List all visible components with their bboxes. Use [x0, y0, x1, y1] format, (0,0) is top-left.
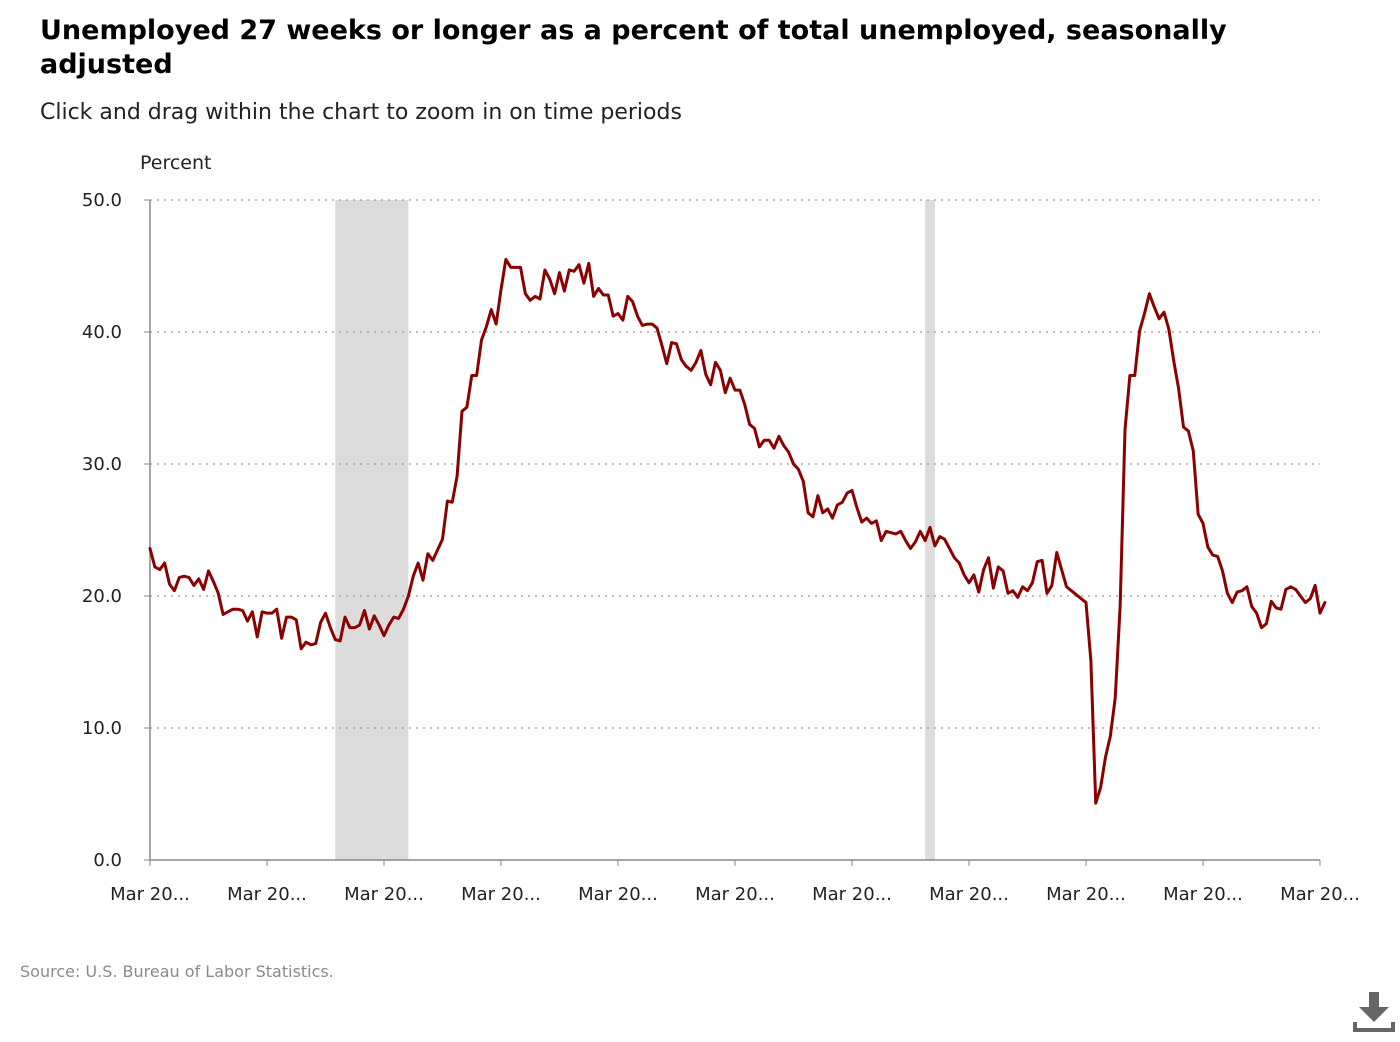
x-tick-label-3: Mar 20...: [461, 884, 541, 905]
y-axis-title: Percent: [140, 152, 212, 174]
x-tick-label-0: Mar 20...: [110, 884, 190, 905]
x-tick-label-9: Mar 20...: [1163, 884, 1243, 905]
x-tick-label-2: Mar 20...: [344, 884, 424, 905]
x-tick-label-1: Mar 20...: [227, 884, 307, 905]
y-tick-label-0: 0.0: [93, 850, 122, 871]
source-note: Source: U.S. Bureau of Labor Statistics.: [20, 962, 334, 981]
x-tick-label-6: Mar 20...: [812, 884, 892, 905]
y-tick-label-2: 20.0: [82, 586, 122, 607]
x-tick-label-5: Mar 20...: [695, 884, 775, 905]
y-tick-label-5: 50.0: [82, 190, 122, 211]
recession-shading-layer: [335, 200, 935, 860]
line-chart[interactable]: 0.0 10.0 20.0 30.0 40.0 50.0 Mar 20... Mar 20..…: [0, 140, 1400, 920]
y-tick-label-4: 40.0: [82, 322, 122, 343]
download-button[interactable]: [1350, 990, 1398, 1038]
y-tick-label-1: 10.0: [82, 718, 122, 739]
chart-title: Unemployed 27 weeks or longer as a perce…: [40, 15, 1227, 80]
x-tick-label-10: Mar 20...: [1280, 884, 1360, 905]
download-icon: [1353, 992, 1395, 1032]
x-tick-label-7: Mar 20...: [929, 884, 1009, 905]
series-line-0: [148, 257, 1327, 805]
x-tick-label-8: Mar 20...: [1046, 884, 1126, 905]
x-tick-label-4: Mar 20...: [578, 884, 658, 905]
chart-subtitle: Click and drag within the chart to zoom …: [40, 100, 682, 125]
y-tick-label-3: 30.0: [82, 454, 122, 475]
gridlines-layer: [150, 199, 1320, 729]
axes-layer: 0.0 10.0 20.0 30.0 40.0 50.0 Mar 20... Mar 20..…: [82, 190, 1360, 905]
series-layer: [148, 257, 1327, 805]
recession-band-0: [335, 200, 409, 860]
